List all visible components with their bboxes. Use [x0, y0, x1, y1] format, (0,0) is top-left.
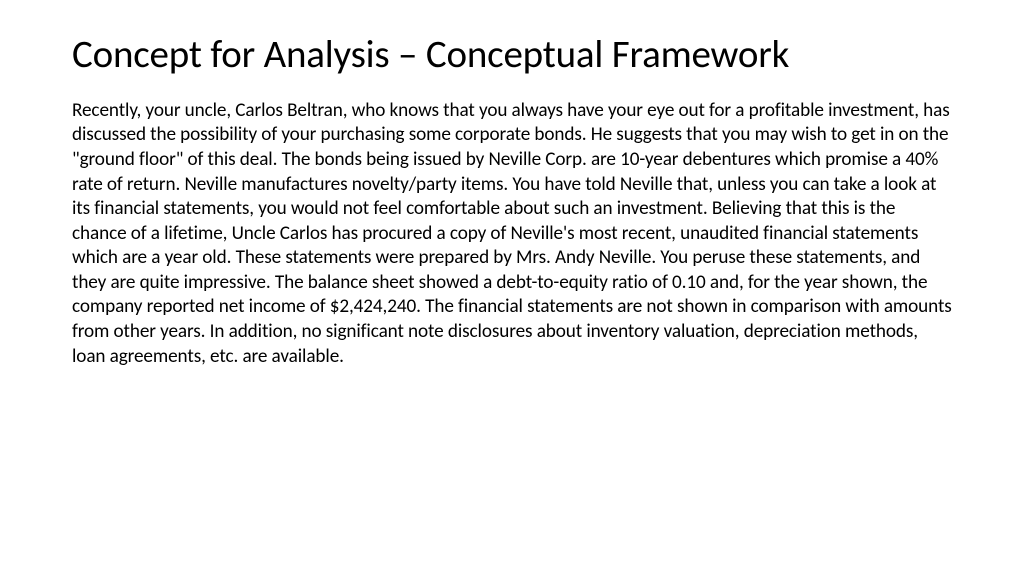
slide-body-text: Recently, your uncle, Carlos Beltran, wh…: [72, 99, 952, 369]
slide-title: Concept for Analysis – Conceptual Framew…: [72, 32, 952, 79]
